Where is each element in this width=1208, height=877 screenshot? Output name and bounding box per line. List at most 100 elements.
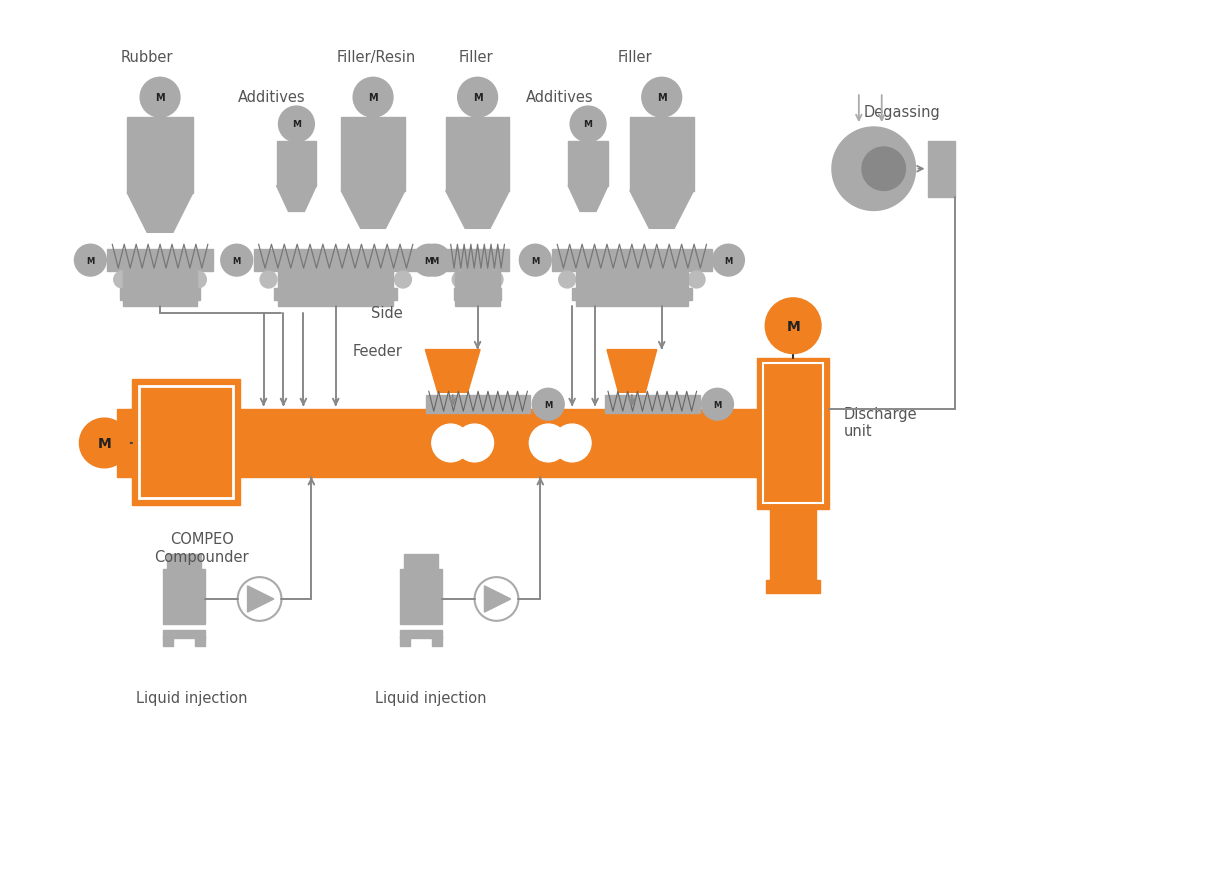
Bar (127, 118, 193, 193)
Bar (454, 289, 501, 301)
Bar (239, 417, 262, 469)
Bar (274, 289, 397, 301)
Circle shape (114, 272, 130, 289)
Text: Liquid injection: Liquid injection (137, 690, 248, 706)
Circle shape (455, 424, 494, 462)
Bar (771, 509, 817, 581)
Bar (194, 636, 205, 646)
Circle shape (863, 148, 906, 191)
Text: M: M (714, 400, 721, 410)
Circle shape (75, 245, 106, 277)
Circle shape (559, 272, 576, 289)
Circle shape (80, 418, 129, 468)
Circle shape (140, 78, 180, 118)
Bar (455, 272, 500, 306)
Text: COMPEO
Compounder: COMPEO Compounder (155, 531, 249, 564)
Text: M: M (233, 256, 240, 266)
Text: M: M (657, 93, 667, 103)
Text: M: M (431, 256, 439, 266)
Circle shape (689, 272, 705, 289)
Bar (123, 272, 197, 306)
Text: M: M (156, 93, 164, 103)
Bar (576, 272, 687, 306)
Polygon shape (425, 350, 480, 393)
Text: Filler/Resin: Filler/Resin (337, 50, 416, 65)
Circle shape (702, 389, 733, 421)
Text: M: M (532, 256, 540, 266)
Bar (277, 142, 316, 187)
Polygon shape (446, 191, 510, 229)
Circle shape (486, 272, 503, 289)
Circle shape (519, 245, 551, 277)
Bar (163, 569, 205, 624)
Circle shape (832, 128, 916, 211)
Text: Filler: Filler (458, 50, 493, 65)
Text: Additives: Additives (527, 90, 594, 105)
Circle shape (260, 272, 277, 289)
Bar (928, 142, 956, 197)
Bar (431, 636, 442, 646)
Circle shape (765, 298, 821, 354)
Polygon shape (127, 193, 193, 233)
Circle shape (395, 272, 412, 289)
Bar (426, 396, 530, 414)
Circle shape (533, 389, 564, 421)
Text: M: M (98, 437, 111, 451)
Polygon shape (568, 187, 608, 212)
Polygon shape (248, 586, 274, 612)
Bar (403, 554, 437, 569)
Bar (167, 554, 201, 569)
Circle shape (570, 107, 606, 143)
Text: Filler: Filler (617, 50, 652, 65)
Circle shape (190, 272, 207, 289)
Circle shape (529, 424, 568, 462)
Circle shape (641, 78, 681, 118)
Bar (763, 364, 823, 503)
Bar (121, 289, 199, 301)
Bar (132, 380, 239, 505)
Circle shape (279, 107, 314, 143)
Circle shape (419, 245, 451, 277)
Circle shape (458, 78, 498, 118)
Bar (766, 581, 820, 594)
Text: Rubber: Rubber (121, 50, 174, 65)
Bar (400, 630, 442, 638)
Text: Additives: Additives (238, 90, 306, 105)
Text: M: M (544, 400, 552, 410)
Text: M: M (472, 93, 482, 103)
Text: Feeder: Feeder (353, 343, 403, 358)
Bar (629, 118, 693, 191)
Bar (108, 250, 213, 272)
Bar (552, 250, 712, 272)
Circle shape (713, 245, 744, 277)
Circle shape (431, 424, 470, 462)
Circle shape (353, 78, 393, 118)
Bar (605, 396, 699, 414)
Bar (446, 250, 510, 272)
Bar (400, 569, 442, 624)
Polygon shape (484, 586, 511, 612)
Bar (117, 410, 760, 477)
Text: M: M (292, 120, 301, 129)
Circle shape (413, 245, 445, 277)
Bar (341, 118, 405, 191)
Polygon shape (341, 191, 405, 229)
Circle shape (221, 245, 252, 277)
Bar (139, 387, 233, 498)
Text: M: M (86, 256, 94, 266)
Bar (278, 272, 394, 306)
Bar (757, 358, 829, 509)
Text: M: M (583, 120, 593, 129)
Polygon shape (277, 187, 316, 212)
Text: M: M (786, 319, 800, 333)
Circle shape (452, 272, 469, 289)
Bar (573, 289, 692, 301)
Polygon shape (629, 191, 693, 229)
Text: Degassing: Degassing (864, 105, 941, 120)
Polygon shape (606, 350, 657, 393)
Text: Liquid injection: Liquid injection (374, 690, 487, 706)
Text: Discharge
unit: Discharge unit (844, 406, 918, 438)
Bar (254, 250, 418, 272)
Text: M: M (725, 256, 732, 266)
Bar (446, 118, 510, 191)
